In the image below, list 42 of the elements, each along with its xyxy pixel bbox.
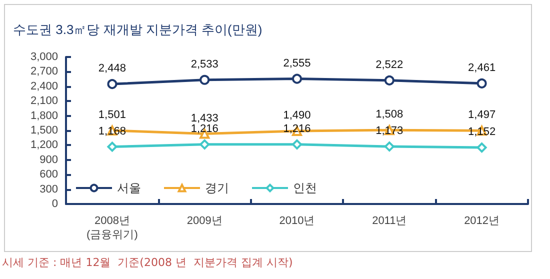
point xyxy=(200,74,210,85)
point xyxy=(384,75,394,86)
text: 시세 기준 : 매년 12월 기준(2008 년 지분가격 집계 시작) xyxy=(2,255,293,270)
chart-title: 수도권 3.3㎡당 재개발 지분가격 추이(만원) xyxy=(13,22,262,37)
data-label: 2,522 xyxy=(376,58,404,71)
point xyxy=(200,139,210,150)
x-tick-label: 2012년 xyxy=(464,215,500,227)
legend-label: 서울 xyxy=(117,181,141,195)
data-label: 1,490 xyxy=(283,109,311,122)
data-label: 1,497 xyxy=(468,109,496,122)
point xyxy=(107,79,118,90)
point xyxy=(292,74,302,84)
data-label: 1,508 xyxy=(376,108,404,121)
y-tick-label: 900 xyxy=(40,154,58,166)
point xyxy=(476,78,487,88)
y-tick-label: 2,700 xyxy=(30,66,58,78)
point xyxy=(292,139,302,150)
x-tick-label: 2011년 xyxy=(372,215,407,227)
y-tick-label: 1,200 xyxy=(30,139,58,152)
y-tick-label: 300 xyxy=(40,183,58,196)
data-label: 1,216 xyxy=(190,122,218,135)
y-tick-label: 2,100 xyxy=(30,95,58,108)
data-label: 2,448 xyxy=(98,62,126,75)
data-label: 2,461 xyxy=(468,62,496,74)
legend-label: 경기 xyxy=(205,181,229,195)
y-tick-label: 0 xyxy=(52,198,58,210)
point xyxy=(107,142,118,152)
legend-label: 인천 xyxy=(293,181,317,195)
y-tick-label: 1,500 xyxy=(30,124,58,136)
data-label: 2,555 xyxy=(283,57,311,70)
data-label: 2,533 xyxy=(190,58,218,70)
y-tick-label: 2,400 xyxy=(30,80,58,92)
y-tick-label: 1,800 xyxy=(30,110,58,122)
x-tick-label: 2010년 xyxy=(279,215,315,227)
point xyxy=(384,142,394,152)
data-label: 1,501 xyxy=(98,108,126,121)
x-tick-label: 2008년 (금융위기) xyxy=(86,215,138,241)
y-tick-label: 600 xyxy=(40,168,58,181)
data-label: 1,433 xyxy=(190,112,218,124)
x-tick-label: 2009년 xyxy=(186,215,222,227)
y-tick-label: 3,000 xyxy=(30,51,58,63)
point xyxy=(476,142,487,153)
